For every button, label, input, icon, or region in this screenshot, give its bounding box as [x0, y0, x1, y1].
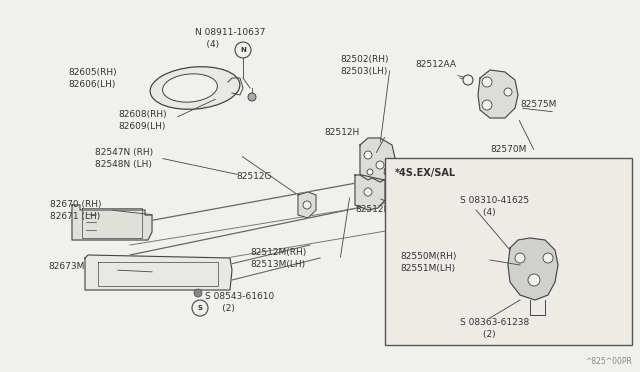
- Text: 82550M(RH)
82551M(LH): 82550M(RH) 82551M(LH): [400, 252, 456, 273]
- Text: 82608(RH)
82609(LH): 82608(RH) 82609(LH): [118, 110, 166, 131]
- Text: 82547N (RH)
82548N (LH): 82547N (RH) 82548N (LH): [95, 148, 153, 169]
- Polygon shape: [298, 192, 316, 218]
- Text: S 08543-61610
      (2): S 08543-61610 (2): [205, 292, 275, 313]
- Text: 82512A: 82512A: [382, 168, 417, 177]
- Polygon shape: [72, 205, 152, 240]
- Text: N 08911-10637
    (4): N 08911-10637 (4): [195, 28, 266, 49]
- Text: 82512M(RH)
82513M(LH): 82512M(RH) 82513M(LH): [250, 248, 307, 269]
- Circle shape: [504, 88, 512, 96]
- Text: N: N: [240, 47, 246, 53]
- Circle shape: [303, 201, 311, 209]
- Circle shape: [482, 100, 492, 110]
- Circle shape: [192, 300, 208, 316]
- Circle shape: [515, 253, 525, 263]
- Circle shape: [248, 93, 256, 101]
- Polygon shape: [478, 70, 518, 118]
- Circle shape: [364, 188, 372, 196]
- Text: *4S.EX/SAL: *4S.EX/SAL: [395, 168, 456, 178]
- Polygon shape: [508, 238, 558, 300]
- Circle shape: [482, 77, 492, 87]
- Text: 82512H: 82512H: [324, 128, 359, 137]
- Text: S 08310-41625
        (4): S 08310-41625 (4): [460, 196, 529, 217]
- Circle shape: [528, 274, 540, 286]
- Text: 82605(RH)
82606(LH): 82605(RH) 82606(LH): [68, 68, 116, 89]
- Text: S: S: [479, 315, 484, 321]
- Text: 82570M: 82570M: [490, 145, 526, 154]
- Polygon shape: [360, 138, 395, 182]
- Polygon shape: [355, 175, 385, 210]
- Text: S: S: [198, 305, 202, 311]
- Text: 82512G: 82512G: [236, 172, 271, 181]
- Text: 82673M: 82673M: [48, 262, 84, 271]
- Circle shape: [235, 42, 251, 58]
- Text: ^825^00PR: ^825^00PR: [585, 357, 632, 366]
- Ellipse shape: [150, 67, 240, 109]
- Text: S 08363-61238
        (2): S 08363-61238 (2): [460, 318, 529, 339]
- Circle shape: [460, 202, 476, 218]
- Text: 82502(RH)
82503(LH): 82502(RH) 82503(LH): [340, 55, 388, 76]
- Text: 82512AA: 82512AA: [415, 60, 456, 69]
- Circle shape: [367, 169, 373, 175]
- Text: 82670 (RH)
82671 (LH): 82670 (RH) 82671 (LH): [50, 200, 102, 221]
- Text: S: S: [465, 207, 470, 213]
- Circle shape: [194, 289, 202, 297]
- Ellipse shape: [163, 74, 218, 102]
- Polygon shape: [85, 255, 232, 290]
- Circle shape: [543, 253, 553, 263]
- Text: 82575M: 82575M: [520, 100, 556, 109]
- Circle shape: [376, 161, 384, 169]
- Circle shape: [364, 151, 372, 159]
- Circle shape: [474, 310, 490, 326]
- Bar: [385, 158, 632, 345]
- Text: 82512HA: 82512HA: [355, 205, 396, 214]
- Circle shape: [463, 75, 473, 85]
